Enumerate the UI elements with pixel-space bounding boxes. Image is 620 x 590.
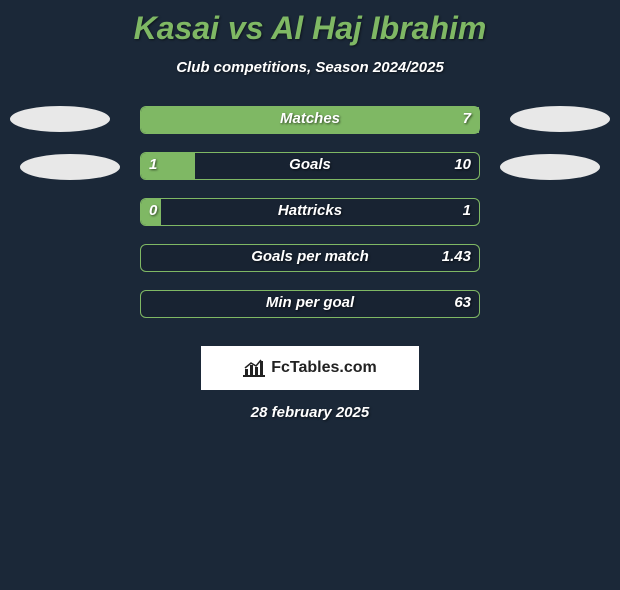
chart-icon [243, 359, 265, 377]
comparison-chart: Matches 7 1 Goals 10 0 Hattricks 1 Goals… [0, 106, 620, 336]
stat-right-value: 63 [454, 294, 471, 311]
stat-bar: 1 Goals 10 [140, 152, 480, 180]
page-title: Kasai vs Al Haj Ibrahim [0, 10, 620, 47]
stat-bar: Goals per match 1.43 [140, 244, 480, 272]
stat-right-value: 1 [463, 202, 471, 219]
subtitle: Club competitions, Season 2024/2025 [0, 59, 620, 76]
stat-row: Matches 7 [0, 106, 620, 152]
stat-label: Hattricks [141, 202, 479, 219]
stat-label: Matches [141, 110, 479, 127]
stat-row: Goals per match 1.43 [0, 244, 620, 290]
brand-logo-box: FcTables.com [201, 346, 419, 390]
stat-label: Goals [141, 156, 479, 173]
stat-row: 1 Goals 10 [0, 152, 620, 198]
stat-bar: Matches 7 [140, 106, 480, 134]
stat-bar: Min per goal 63 [140, 290, 480, 318]
stat-row: Min per goal 63 [0, 290, 620, 336]
stat-right-value: 7 [463, 110, 471, 127]
stat-label: Goals per match [141, 248, 479, 265]
stat-bar: 0 Hattricks 1 [140, 198, 480, 226]
stat-label: Min per goal [141, 294, 479, 311]
stat-row: 0 Hattricks 1 [0, 198, 620, 244]
stat-right-value: 10 [454, 156, 471, 173]
stat-right-value: 1.43 [442, 248, 471, 265]
date-text: 28 february 2025 [0, 404, 620, 421]
brand-text: FcTables.com [271, 359, 377, 377]
